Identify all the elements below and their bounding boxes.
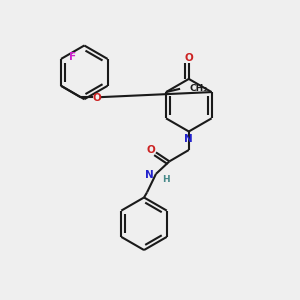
- Text: O: O: [184, 53, 193, 63]
- Text: O: O: [146, 145, 155, 155]
- Text: O: O: [92, 93, 101, 103]
- Text: F: F: [69, 52, 76, 62]
- Text: N: N: [145, 170, 154, 180]
- Text: N: N: [184, 134, 193, 144]
- Text: H: H: [163, 175, 170, 184]
- Text: CH₃: CH₃: [189, 84, 207, 93]
